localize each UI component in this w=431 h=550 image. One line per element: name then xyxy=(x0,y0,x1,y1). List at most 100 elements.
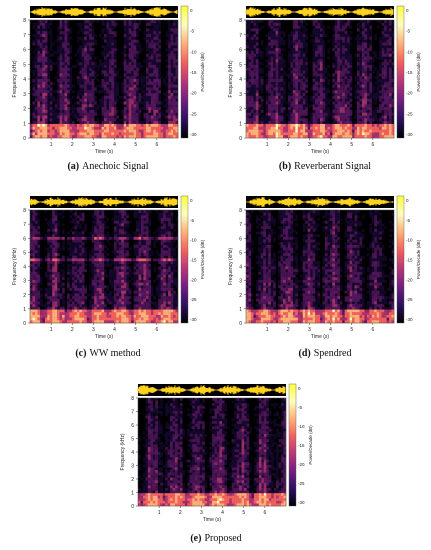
x-tick-label: 4 xyxy=(329,327,332,333)
y-tick-label: 7 xyxy=(239,33,242,39)
y-tick-label: 2 xyxy=(23,293,26,299)
y-tick-label: 7 xyxy=(239,222,242,228)
spectrogram-e: 0 1 2 3 4 5 6 7 8 1 2 3 4 5 6 Frequency (kHz) Time (s) 0 -… xyxy=(120,383,313,523)
x-axis-label: Time (s) xyxy=(95,149,113,155)
x-tick-label: 3 xyxy=(200,510,203,516)
x-tick-label: 2 xyxy=(179,510,182,516)
y-tick-label: 8 xyxy=(239,18,242,24)
y-tick-label: 4 xyxy=(239,77,242,83)
y-tick-label: 5 xyxy=(239,250,242,256)
caption-b-text: Reverberant Signal xyxy=(294,161,372,172)
colorbar-tick-label: -20 xyxy=(190,91,197,96)
caption-e: (e) Proposed xyxy=(116,533,316,544)
colorbar-label: Power/Decade (dB) xyxy=(308,425,313,465)
x-tick-label: 3 xyxy=(308,327,311,333)
caption-c-letter: (c) xyxy=(75,348,87,359)
y-tick-label: 7 xyxy=(131,410,134,416)
y-tick-label: 0 xyxy=(239,321,242,327)
colorbar-tick-label: -20 xyxy=(406,277,413,282)
y-tick-label: 1 xyxy=(239,307,242,313)
caption-b: (b) Reverberant Signal xyxy=(225,161,425,172)
spectrogram-image xyxy=(30,20,179,139)
y-tick-label: 3 xyxy=(23,279,26,285)
colorbar-tick-label: -20 xyxy=(406,91,413,96)
colorbar-tick-label: -30 xyxy=(406,132,413,137)
spectrogram-panel-d: 0 1 2 3 4 5 6 7 8 1 2 3 4 5 6 Frequency (kHz) Time (s) 0 -… xyxy=(216,190,431,375)
y-tick-label: 2 xyxy=(131,477,134,483)
colorbar-tick-label: -30 xyxy=(298,500,305,505)
y-tick-label: 2 xyxy=(239,107,242,113)
y-axis-label: Frequency (kHz) xyxy=(228,248,234,285)
waveform-strip xyxy=(245,6,394,18)
colorbar-tick-label: -15 xyxy=(406,258,413,263)
colorbar-tick-label: -25 xyxy=(190,111,197,116)
y-tick-label: 2 xyxy=(23,107,26,113)
colorbar-tick-label: -20 xyxy=(190,277,197,282)
waveform-strip xyxy=(137,384,286,396)
x-tick-label: 1 xyxy=(266,142,269,148)
colorbar xyxy=(180,195,189,324)
colorbar-tick-label: -20 xyxy=(298,462,305,467)
y-tick-label: 5 xyxy=(131,437,134,443)
spectrogram-panel-a: 0 1 2 3 4 5 6 7 8 1 2 3 4 5 6 Frequency (kHz) Time (s) 0 -… xyxy=(0,0,215,185)
y-tick-label: 5 xyxy=(23,62,26,68)
x-tick-label: 6 xyxy=(371,142,374,148)
x-tick-label: 3 xyxy=(92,142,95,148)
x-tick-label: 6 xyxy=(263,510,266,516)
colorbar-tick-label: -25 xyxy=(298,481,305,486)
x-axis-label: Time (s) xyxy=(95,334,113,340)
colorbar-tick-label: 0 xyxy=(190,198,193,203)
colorbar xyxy=(288,383,297,507)
waveform-strip xyxy=(29,6,178,18)
colorbar-tick-label: 0 xyxy=(406,198,409,203)
y-tick-label: 0 xyxy=(23,136,26,142)
caption-a-letter: (a) xyxy=(67,161,80,172)
x-tick-label: 2 xyxy=(287,142,290,148)
colorbar-tick-label: 0 xyxy=(298,386,301,391)
caption-e-letter: (e) xyxy=(190,533,202,544)
spectrogram-c: 0 1 2 3 4 5 6 7 8 1 2 3 4 5 6 Frequency (kHz) Time (s) 0 -… xyxy=(12,195,205,340)
caption-a: (a) Anechoic Signal xyxy=(8,161,208,172)
spectrogram-panel-b: 0 1 2 3 4 5 6 7 8 1 2 3 4 5 6 Frequency (kHz) Time (s) 0 -… xyxy=(216,0,431,185)
colorbar-label: Power/Decade (dB) xyxy=(200,52,205,92)
colorbar-tick-label: -10 xyxy=(298,424,305,429)
y-tick-label: 4 xyxy=(23,77,26,83)
colorbar-tick-label: -10 xyxy=(406,238,413,243)
spectrogram-d: 0 1 2 3 4 5 6 7 8 1 2 3 4 5 6 Frequency (kHz) Time (s) 0 -… xyxy=(228,195,421,340)
y-tick-label: 0 xyxy=(23,321,26,327)
colorbar-label: Power/Decade (dB) xyxy=(200,239,205,279)
y-tick-label: 1 xyxy=(131,491,134,497)
colorbar-tick-label: -30 xyxy=(190,317,197,322)
x-tick-label: 5 xyxy=(134,327,137,333)
y-tick-label: 3 xyxy=(23,92,26,98)
y-tick-label: 1 xyxy=(23,121,26,127)
y-axis-label: Frequency (kHz) xyxy=(120,433,126,470)
colorbar-tick-label: -25 xyxy=(190,297,197,302)
caption-b-letter: (b) xyxy=(278,161,292,172)
colorbar-tick-label: -5 xyxy=(190,29,194,34)
spectrogram-image xyxy=(138,398,287,507)
caption-d: (d) Spendred xyxy=(225,348,425,359)
colorbar-tick-label: -30 xyxy=(406,317,413,322)
x-tick-label: 3 xyxy=(308,142,311,148)
colorbar-label: Power/Decade (dB) xyxy=(416,239,421,279)
y-tick-label: 4 xyxy=(131,450,134,456)
y-axis-label: Frequency (kHz) xyxy=(12,60,18,97)
x-tick-label: 4 xyxy=(329,142,332,148)
y-tick-label: 8 xyxy=(239,208,242,214)
x-tick-label: 2 xyxy=(71,327,74,333)
caption-c: (c) WW method xyxy=(8,348,208,359)
y-tick-label: 3 xyxy=(131,464,134,470)
y-tick-label: 3 xyxy=(239,92,242,98)
caption-d-letter: (d) xyxy=(298,348,311,359)
caption-d-text: Spendred xyxy=(313,348,352,359)
y-tick-label: 1 xyxy=(23,307,26,313)
x-tick-label: 6 xyxy=(155,142,158,148)
caption-a-text: Anechoic Signal xyxy=(82,161,149,172)
x-tick-label: 5 xyxy=(350,327,353,333)
x-tick-label: 6 xyxy=(155,327,158,333)
y-axis-label: Frequency (kHz) xyxy=(228,60,234,97)
colorbar-tick-label: -5 xyxy=(406,29,410,34)
spectrogram-panel-c: 0 1 2 3 4 5 6 7 8 1 2 3 4 5 6 Frequency (kHz) Time (s) 0 -… xyxy=(0,190,215,375)
y-tick-label: 6 xyxy=(239,48,242,54)
